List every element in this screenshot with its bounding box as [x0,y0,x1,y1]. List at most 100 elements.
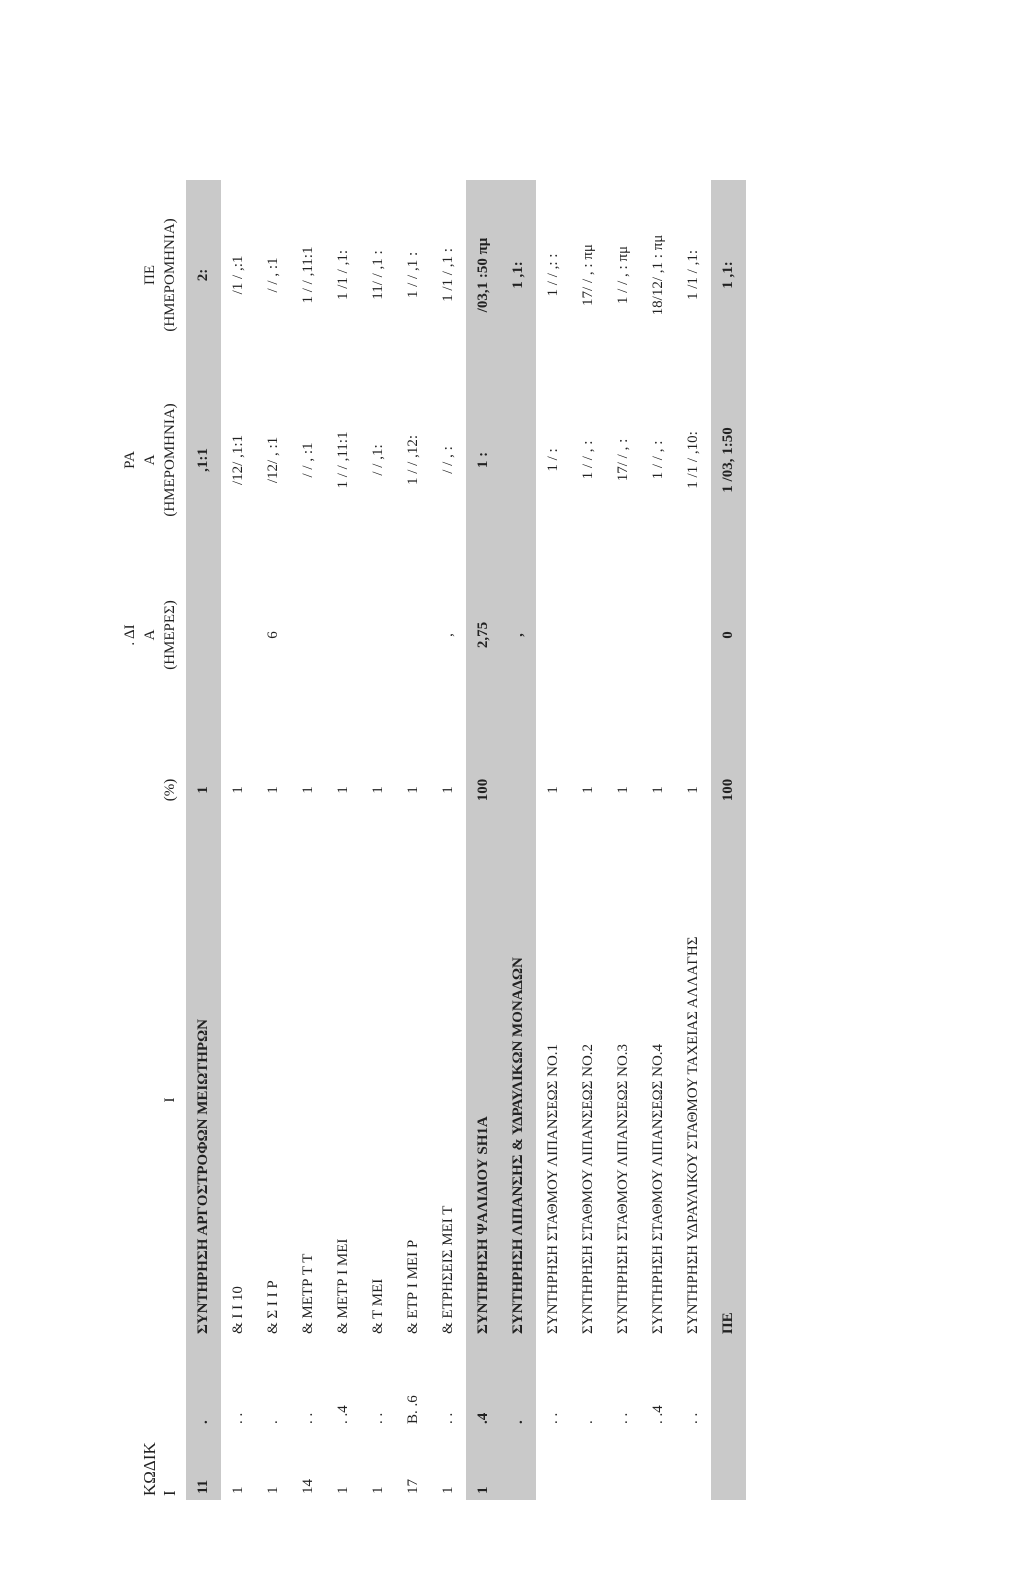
table-cell [641,550,676,720]
table-cell: . . [300,1412,316,1424]
table-cell: 1 / / ,11:1 [335,431,351,489]
table-cell: 1 /1 / ,10: [685,431,701,489]
table-cell: 1 / / , : πμ [615,245,631,305]
header-text: (%) [162,778,178,802]
table-cell: 2: [186,180,221,370]
table-cell: ΣΥΝΤΗΡΗΣΗ ΣΤΑΘΜΟΥ ΛΙΠΑΝΣΕΩΣ ΝΟ.4 [650,1043,666,1334]
table-cell: 1 / / , : [650,440,666,480]
header-cell [118,1340,186,1430]
table-cell: 1 [440,786,456,794]
table-cell [536,550,571,720]
header-text: (ΗΜΕΡΟΜΗΝΙΑ) [162,218,178,332]
table-cell [501,1430,536,1500]
table-cell: & ΕΤΡ Ι ΜΕΙ Ρ [405,1239,421,1334]
table-cell: 1 /1 / ,1 : [440,248,456,302]
table-cell: . . [545,1412,561,1424]
table-row: 1.4 ΣΥΝΤΗΡΗΣΗ ΨΑΛΙΔΙΟΥ SH1A 100 2,75 1 :/03,… [466,180,501,1500]
header-cell: ΚΩΔΙΚ Ι [118,1430,186,1500]
table-cell: & ΕΤΡΗΣΕΙΣ ΜΕΙ Τ [440,1205,456,1334]
table-cell [641,1430,676,1500]
table-cell: 14 [300,1479,316,1494]
table-cell: . . [685,1412,701,1424]
table-cell: Β. .6 [405,1395,421,1424]
table-cell: 100 [711,720,746,860]
table-cell: 1 [440,1486,456,1495]
table-cell: & Ι Ι 10 [230,1286,246,1334]
header-cell: ΡΑ Α (ΗΜΕΡΟΜΗΝΙΑ) [118,370,186,550]
table-cell [606,550,641,720]
table-cell: 11/ / ,1 : [370,250,386,300]
header-text: ΚΩΔΙΚ [140,1442,159,1496]
table-cell: 2,75 [466,550,501,720]
table-cell: ΣΥΝΤΗΡΗΣΗ ΣΤΑΘΜΟΥ ΛΙΠΑΝΣΕΩΣ ΝΟ.2 [580,1043,596,1334]
schedule-table: ΚΩΔΙΚ Ι Ι (%). ΔΙ Α (ΗΜΕΡΕΣ) ΡΑ Α (ΗΜΕΡΟΜΗΝΙΑ) ΠΕ… [118,180,746,1500]
table-cell: 1 / / , : [580,440,596,480]
table-cell: 1 / / ,11:1 [300,246,316,304]
table-cell: 100 [466,720,501,860]
table-cell: ΣΥΝΤΗΡΗΣΗ ΣΤΑΘΜΟΥ ΛΙΠΑΝΣΕΩΣ ΝΟ.1 [545,1043,561,1334]
table-cell: 1 : [466,370,501,550]
header-row: ΚΩΔΙΚ Ι Ι (%). ΔΙ Α (ΗΜΕΡΕΣ) ΡΑ Α (ΗΜΕΡΟΜΗΝΙΑ) ΠΕ… [118,180,186,1500]
table-cell: 1 / / ,12: [405,435,421,486]
table-cell: 1 /1 / ,1: [685,250,701,301]
table-cell: / / , :1 [300,442,316,478]
table-cell: 1 [265,1486,281,1495]
table-cell: 1 [230,1486,246,1495]
table-cell: 1 [545,786,561,794]
table-row: ΠΕ 100 0 1 /03, 1:50 1 ,1: [711,180,746,1500]
table-row: 1 . . & Ι Ι 10 1/12/ ,1:1/1 / ,:1 [221,180,256,1500]
table-cell: 1 [370,1486,386,1495]
table-row: 17 Β. .6 & ΕΤΡ Ι ΜΕΙ Ρ 1 1 / / ,12: 1 / / ,1 … [396,180,431,1500]
table-row: . . ΣΥΝΤΗΡΗΣΗ ΣΤΑΘΜΟΥ ΛΙΠΑΝΣΕΩΣ ΝΟ.3 1 17/ … [606,180,641,1500]
table-cell: 17/ / , : [615,438,631,482]
table-row: . . ΣΥΝΤΗΡΗΣΗ ΣΤΑΘΜΟΥ ΛΙΠΑΝΣΕΩΣ ΝΟ.1 1 1 / … [536,180,571,1500]
table-cell: 1 [405,786,421,794]
table-cell: . . [370,1412,386,1424]
table-cell: . [265,1420,281,1424]
table-cell: , [440,633,456,637]
table-cell: 17 [405,1479,421,1494]
table-cell [606,1430,641,1500]
table-cell: & ΜΕΤΡ Ι ΜΕΙ [335,1238,351,1334]
table-cell: 1 [615,786,631,794]
table-cell: 1 / / ,1 : [405,251,421,299]
table-cell: 1 / : [545,448,561,472]
table-cell [676,1430,711,1500]
table-cell: ΣΥΝΤΗΡΗΣΗ ΣΤΑΘΜΟΥ ΛΙΠΑΝΣΕΩΣ ΝΟ.3 [615,1043,631,1334]
table-cell [571,550,606,720]
table-cell: 1 [335,1486,351,1495]
table-cell [361,550,396,720]
rotated-sheet: ΚΩΔΙΚ Ι Ι (%). ΔΙ Α (ΗΜΕΡΕΣ) ΡΑ Α (ΗΜΕΡΟΜΗΝΙΑ) ΠΕ… [118,180,808,1500]
table-cell: / / ,1: [370,444,386,476]
table-cell: 1 /1 / ,1: [335,250,351,301]
header-cell: . ΔΙ Α (ΗΜΕΡΕΣ) [118,550,186,720]
table-cell: ,1:1 [186,370,221,550]
table-cell: ΣΥΝΤΗΡΗΣΗ ΨΑΛΙΔΙΟΥ SH1A [466,860,501,1340]
table-cell [711,1340,746,1430]
table-cell: 1 [685,786,701,794]
table-cell [291,550,326,720]
table-cell: / / , :1 [265,257,281,293]
table-cell: /12/ , :1 [265,436,281,484]
table-cell: / / , : [440,446,456,474]
table-cell: 17/ / , : πμ [580,244,596,306]
table-cell: 1 [466,1430,501,1500]
table-cell: 1 [230,786,246,794]
table-cell: & Σ Ι Ι Ρ [265,1280,281,1334]
table-cell [676,550,711,720]
header-cell: ΠΕ (ΗΜΕΡΟΜΗΝΙΑ) [118,180,186,370]
table-cell: /03,1 :50 πμ [466,180,501,370]
table-cell: 1 [300,786,316,794]
table-cell: ΣΥΝΤΗΡΗΣΗ ΥΔΡΑΥΛΙΚΟΥ ΣΤΑΘΜΟΥ ΤΑΧΕΙΑΣ ΑΛΛ… [685,936,701,1334]
table-row: . . ΣΥΝΤΗΡΗΣΗ ΥΔΡΑΥΛΙΚΟΥ ΣΤΑΘΜΟΥ ΤΑΧΕΙΑΣ … [676,180,711,1500]
table-cell: 1 [335,786,351,794]
header-text: Ι [162,1097,178,1103]
table-cell: 1 [370,786,386,794]
header-text: (ΗΜΕΡΟΜΗΝΙΑ) [162,403,178,517]
table-cell: . . [615,1412,631,1424]
header-text: ΠΕ [142,265,158,285]
table-cell [711,1430,746,1500]
table-row: 1. & Σ Ι Ι Ρ 1 6/12/ , :1 / / , :1 [256,180,291,1500]
table-cell [501,370,536,550]
table-cell [501,720,536,860]
